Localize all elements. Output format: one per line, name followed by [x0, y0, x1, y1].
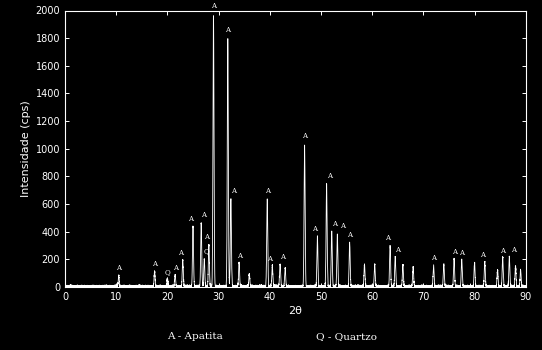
Text: A: A [347, 231, 352, 239]
Text: A: A [327, 172, 332, 180]
Text: A: A [385, 234, 390, 242]
Text: A: A [302, 132, 307, 140]
Text: A: A [264, 187, 270, 195]
Text: A: A [204, 233, 209, 242]
Text: A: A [511, 246, 516, 254]
Text: A: A [312, 225, 318, 233]
Text: A: A [395, 246, 401, 254]
Text: A: A [225, 26, 230, 34]
Text: A: A [267, 255, 272, 263]
Text: Q: Q [165, 268, 170, 276]
Text: A: A [431, 254, 436, 262]
Text: A: A [211, 2, 216, 10]
Text: A: A [451, 248, 456, 256]
Text: A: A [172, 264, 178, 272]
Text: A: A [188, 215, 193, 223]
Text: A: A [201, 211, 207, 218]
Text: A: A [500, 246, 505, 254]
Text: Q: Q [204, 247, 210, 256]
Text: A: A [332, 219, 337, 228]
Text: A: A [459, 248, 464, 257]
Text: A: A [280, 253, 285, 261]
X-axis label: 2θ: 2θ [288, 306, 302, 316]
Text: A: A [231, 187, 236, 195]
Text: Q - Quartzo: Q - Quartzo [317, 332, 377, 341]
Text: A - Apatita: A - Apatita [167, 332, 223, 341]
Y-axis label: Intensidade (cps): Intensidade (cps) [21, 100, 31, 197]
Text: A: A [480, 251, 485, 259]
Text: A: A [152, 260, 157, 268]
Text: A: A [236, 252, 242, 260]
Text: A: A [117, 265, 121, 273]
Text: A: A [340, 222, 345, 230]
Text: A: A [178, 249, 183, 257]
